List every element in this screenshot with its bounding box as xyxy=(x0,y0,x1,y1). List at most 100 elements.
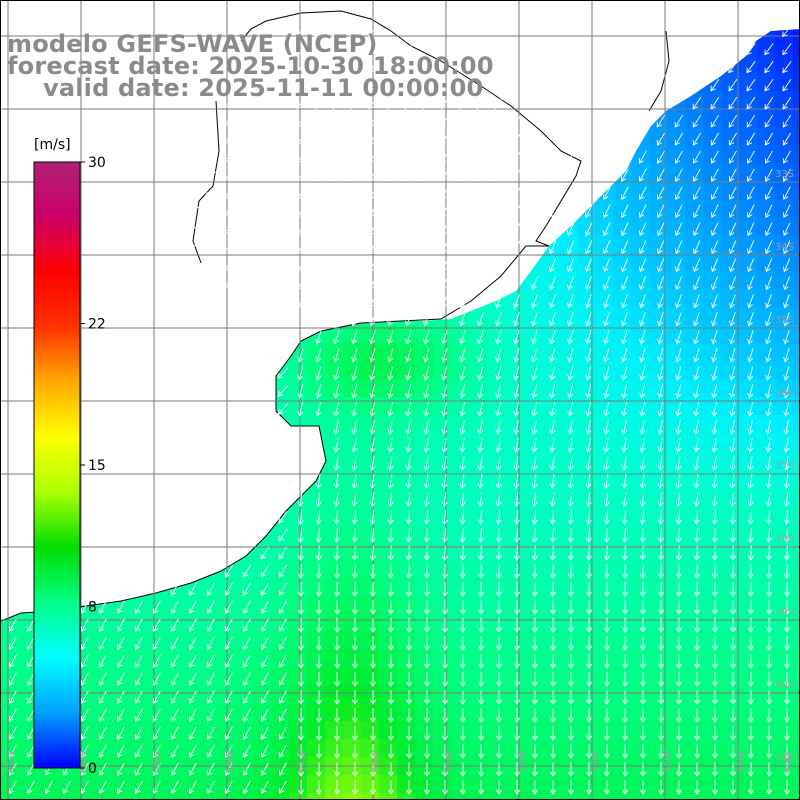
wind-arrow-head xyxy=(783,627,791,633)
wind-arrow xyxy=(461,438,465,452)
latitude-label: 38S xyxy=(775,534,794,545)
wind-arrow xyxy=(258,27,272,35)
wind-arrow-head xyxy=(387,753,395,759)
wind-arrow-head xyxy=(441,645,449,651)
wind-arrow xyxy=(316,366,322,380)
wind-arrow xyxy=(243,690,251,704)
wind-arrow-head xyxy=(351,338,357,345)
wind-arrow-head xyxy=(278,590,285,596)
wind-arrow-head xyxy=(242,770,249,776)
wind-arrow-head xyxy=(765,573,772,579)
wind-arrow xyxy=(117,618,125,632)
wind-arrow-head xyxy=(459,717,467,723)
wind-arrow-head xyxy=(495,429,502,435)
wind-arrow xyxy=(424,276,430,290)
wind-arrow-head xyxy=(332,67,338,74)
wind-arrow-head xyxy=(333,483,340,489)
wind-arrow-head xyxy=(620,176,627,182)
longitude-label: 50W xyxy=(783,750,794,773)
wind-arrow-head xyxy=(782,230,789,237)
wind-arrow-head xyxy=(729,645,737,651)
wind-arrow-head xyxy=(729,663,737,669)
wind-arrow-head xyxy=(351,699,359,705)
wind-arrow xyxy=(389,474,393,488)
wind-arrow xyxy=(461,402,465,416)
wind-arrow xyxy=(368,25,378,37)
wind-arrow xyxy=(372,545,374,561)
wind-arrow xyxy=(749,456,753,470)
wind-arrow-head xyxy=(639,519,646,525)
wind-arrow xyxy=(189,780,197,794)
wind-arrow xyxy=(658,348,664,362)
wind-arrow-head xyxy=(422,176,429,182)
wind-arrow-head xyxy=(259,282,265,289)
wind-arrow-head xyxy=(206,716,213,722)
wind-arrow xyxy=(387,150,395,164)
wind-arrow-head xyxy=(783,320,789,327)
wind-arrow-head xyxy=(351,537,358,543)
wind-arrow xyxy=(258,117,272,125)
wind-arrow-head xyxy=(386,212,393,219)
wind-arrow xyxy=(711,222,719,236)
wind-arrow-head xyxy=(258,264,265,270)
wind-arrow-head xyxy=(315,681,323,687)
wind-arrow-head xyxy=(585,284,591,291)
wind-arrow xyxy=(350,96,360,110)
wind-arrow-head xyxy=(495,681,503,687)
wind-arrow-head xyxy=(585,627,593,633)
wind-arrow xyxy=(728,78,738,92)
wind-arrow xyxy=(461,509,465,525)
wind-arrow-head xyxy=(441,465,448,471)
wind-arrow-head xyxy=(8,698,15,704)
wind-arrow xyxy=(371,402,375,416)
wind-arrow xyxy=(695,420,699,434)
wind-arrow-head xyxy=(405,591,413,597)
wind-arrow-head xyxy=(495,735,503,741)
wind-arrow-head xyxy=(692,176,699,182)
wind-arrow-head xyxy=(639,645,647,651)
wind-arrow xyxy=(785,402,789,416)
wind-arrow-head xyxy=(276,228,283,234)
wind-arrow-head xyxy=(423,555,430,561)
wind-arrow xyxy=(9,618,17,632)
wind-arrow-head xyxy=(621,735,629,741)
wind-arrow-head xyxy=(531,681,539,687)
wind-arrow-head xyxy=(710,85,716,92)
wind-arrow xyxy=(225,582,233,596)
wind-arrow xyxy=(243,762,251,776)
wind-arrow xyxy=(692,96,702,110)
wind-arrow-head xyxy=(224,788,231,794)
wind-arrow-head xyxy=(314,103,320,110)
wind-arrow-head xyxy=(351,609,359,615)
wind-arrow-head xyxy=(170,788,177,794)
wind-arrow xyxy=(99,618,107,632)
wind-arrow xyxy=(350,61,360,73)
wind-arrow xyxy=(622,276,628,290)
wind-arrow xyxy=(641,402,645,416)
wind-arrow xyxy=(99,672,107,686)
wind-arrow xyxy=(334,294,340,308)
wind-arrow xyxy=(623,456,627,470)
wind-arrow xyxy=(27,690,35,704)
wind-arrow xyxy=(514,348,520,362)
wind-arrow xyxy=(444,545,446,561)
wind-arrow-head xyxy=(386,176,393,182)
wind-arrow-head xyxy=(275,65,282,72)
wind-arrow-head xyxy=(566,248,573,255)
wind-arrow-head xyxy=(116,698,123,704)
wind-arrow xyxy=(81,708,89,722)
wind-arrow xyxy=(782,61,792,73)
wind-arrow-head xyxy=(98,716,105,722)
wind-arrow-head xyxy=(422,212,429,219)
wind-arrow xyxy=(207,744,215,758)
wind-arrow-head xyxy=(369,591,377,597)
wind-arrow-head xyxy=(459,609,467,615)
wind-arrow xyxy=(495,240,503,254)
wind-arrow xyxy=(207,762,215,776)
wind-arrow xyxy=(496,384,502,398)
wind-arrow-head xyxy=(314,194,321,200)
wind-arrow xyxy=(479,402,483,416)
wind-arrow-head xyxy=(477,591,485,597)
wind-arrow xyxy=(782,78,792,92)
wind-arrow-head xyxy=(692,248,699,255)
